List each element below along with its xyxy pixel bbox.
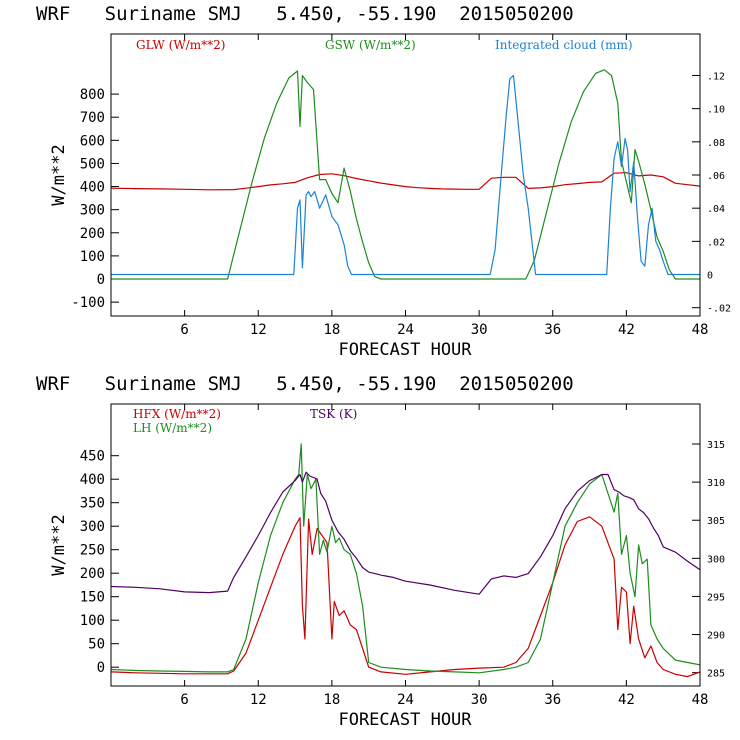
y-tick-label: 400 <box>80 472 105 488</box>
y2-tick-label: 305 <box>707 516 725 527</box>
y-tick-label: 500 <box>80 156 105 172</box>
x-tick-label: 12 <box>250 322 267 338</box>
legend-tsk: TSK (K) <box>310 407 357 421</box>
y-tick-label: 0 <box>97 272 105 288</box>
legend-gsw: GSW (W/m**2) <box>325 38 416 52</box>
series-lh <box>110 443 701 674</box>
y2-tick-label: 295 <box>707 592 725 603</box>
y-tick-label: 0 <box>97 660 105 676</box>
y-tick-label: 200 <box>80 566 105 582</box>
y2-tick-label: .02 <box>707 237 725 248</box>
panel-top-title: WRF Suriname SMJ 5.450, -55.190 20150502… <box>36 3 574 25</box>
x-tick-label: 6 <box>180 322 188 338</box>
panel-top-ylabel: W/m**2 <box>49 144 69 205</box>
y2-tick-label: 315 <box>707 440 725 451</box>
x-tick-label: 18 <box>323 692 340 708</box>
y-tick-label: 700 <box>80 110 105 126</box>
legend-hfx: HFX (W/m**2) <box>133 407 221 421</box>
y-tick-label: 200 <box>80 226 105 242</box>
x-tick-label: 42 <box>618 692 635 708</box>
y-tick-label: 600 <box>80 133 105 149</box>
panel-bottom-ylabel: W/m**2 <box>49 514 69 575</box>
series-glw <box>110 172 701 191</box>
series-hfx <box>110 516 701 678</box>
y-tick-label: 350 <box>80 496 105 512</box>
y-tick-label: 450 <box>80 449 105 465</box>
x-tick-label: 30 <box>471 692 488 708</box>
series-tsk <box>110 471 701 595</box>
y2-tick-label: .08 <box>707 138 725 149</box>
x-tick-label: 24 <box>397 322 414 338</box>
x-tick-label: 30 <box>471 322 488 338</box>
y-tick-label: 50 <box>88 637 105 653</box>
panel-bottom-axes: 6 12 18 24 30 36 42 48 0 50 100 150 200 250 300 350 400 4… <box>80 404 725 708</box>
y2-tick-label: .12 <box>707 71 725 82</box>
y2-tick-label: .06 <box>707 171 725 182</box>
series-gsw <box>111 69 700 280</box>
panel-bottom-title: WRF Suriname SMJ 5.450, -55.190 20150502… <box>36 373 574 395</box>
y2-tick-label: .10 <box>707 105 725 116</box>
x-tick-label: 24 <box>397 692 414 708</box>
panel-top-axes: 6 12 18 24 30 36 42 48 -100 0 100 200 300 400 500 600 70… <box>71 34 731 338</box>
series-integrated <box>111 74 700 276</box>
y2-tick-label: 290 <box>707 631 725 642</box>
y2-tick-label: -.02 <box>707 304 731 315</box>
panel-bottom-series <box>110 443 701 678</box>
legend-integrated-cloud: Integrated cloud (mm) <box>495 38 633 52</box>
legend-glw: GLW (W/m**2) <box>136 38 225 52</box>
panel-top: WRF Suriname SMJ 5.450, -55.190 20150502… <box>36 3 731 360</box>
y2-tick-label: 285 <box>707 669 725 680</box>
y-tick-label: 100 <box>80 613 105 629</box>
panel-bottom-frame <box>110 403 701 687</box>
y-tick-label: 300 <box>80 203 105 219</box>
x-tick-label: 6 <box>180 692 188 708</box>
x-tick-label: 18 <box>323 322 340 338</box>
y-tick-label: 150 <box>80 590 105 606</box>
y2-tick-label: 0 <box>707 271 713 282</box>
y2-tick-label: 310 <box>707 478 725 489</box>
y2-tick-label: 300 <box>707 554 725 565</box>
x-tick-label: 12 <box>250 692 267 708</box>
y-tick-label: 250 <box>80 543 105 559</box>
panel-bottom: WRF Suriname SMJ 5.450, -55.190 20150502… <box>36 373 725 730</box>
x-tick-label: 48 <box>692 322 709 338</box>
y-tick-label: -100 <box>71 295 105 311</box>
panel-top-series <box>110 69 701 280</box>
y2-tick-label: .04 <box>707 204 725 215</box>
legend-lh: LH (W/m**2) <box>133 421 212 435</box>
y-tick-label: 400 <box>80 180 105 196</box>
y-tick-label: 100 <box>80 249 105 265</box>
x-tick-label: 36 <box>544 692 561 708</box>
panel-bottom-xlabel: FORECAST HOUR <box>338 710 472 730</box>
x-tick-label: 48 <box>692 692 709 708</box>
y-tick-label: 800 <box>80 87 105 103</box>
x-tick-label: 36 <box>544 322 561 338</box>
x-tick-label: 42 <box>618 322 635 338</box>
panel-top-frame <box>110 33 701 317</box>
panel-top-xlabel: FORECAST HOUR <box>338 340 472 360</box>
y-tick-label: 300 <box>80 519 105 535</box>
